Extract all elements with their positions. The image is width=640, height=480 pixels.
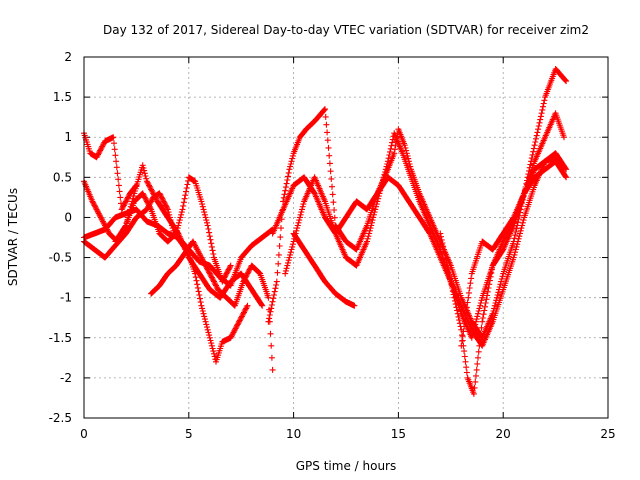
y-tick-label: -1.5 xyxy=(49,331,72,345)
x-tick-label: 10 xyxy=(286,427,301,441)
plus-markers xyxy=(282,110,567,341)
plus-markers xyxy=(458,158,570,349)
x-tick-labels: 0 5 10 15 20 25 xyxy=(80,427,615,441)
series-track-12 xyxy=(458,158,570,349)
x-axis-label: GPS time / hours xyxy=(296,459,397,473)
y-tick-label: -0.5 xyxy=(49,251,72,265)
y-tick-label: 2 xyxy=(64,50,72,64)
plot-frame xyxy=(83,56,609,419)
x-tick-label: 5 xyxy=(185,427,193,441)
series-track-10 xyxy=(290,230,358,309)
x-tick-label: 15 xyxy=(391,427,406,441)
plus-markers xyxy=(148,238,276,373)
y-tick-label: -2 xyxy=(60,371,72,385)
y-tick-label: 1 xyxy=(64,130,72,144)
y-tick-label: 0 xyxy=(64,210,72,224)
plus-markers xyxy=(437,154,565,397)
series-track-9 xyxy=(282,110,567,341)
y-tick-labels: -2.5 -2 -1.5 -1 -0.5 0 0.5 1 1.5 2 xyxy=(49,50,72,425)
plus-markers xyxy=(290,230,358,309)
x-tick-label: 0 xyxy=(80,427,88,441)
y-tick-label: 0.5 xyxy=(53,170,72,184)
plus-markers xyxy=(265,66,570,341)
y-tick-label: -1 xyxy=(60,291,72,305)
series-track-6 xyxy=(148,238,276,373)
x-tick-label: 20 xyxy=(496,427,511,441)
y-axis-label: SDTVAR / TECUs xyxy=(6,188,20,286)
series-track-8 xyxy=(269,150,570,349)
plus-markers xyxy=(269,150,570,349)
data-points xyxy=(81,66,570,397)
chart-title: Day 132 of 2017, Sidereal Day-to-day VTE… xyxy=(103,23,589,37)
x-tick-label: 25 xyxy=(600,427,615,441)
series-track-7 xyxy=(265,66,570,341)
series-track-11 xyxy=(437,154,565,397)
y-tick-label: -2.5 xyxy=(49,411,72,425)
y-tick-label: 1.5 xyxy=(53,90,72,104)
